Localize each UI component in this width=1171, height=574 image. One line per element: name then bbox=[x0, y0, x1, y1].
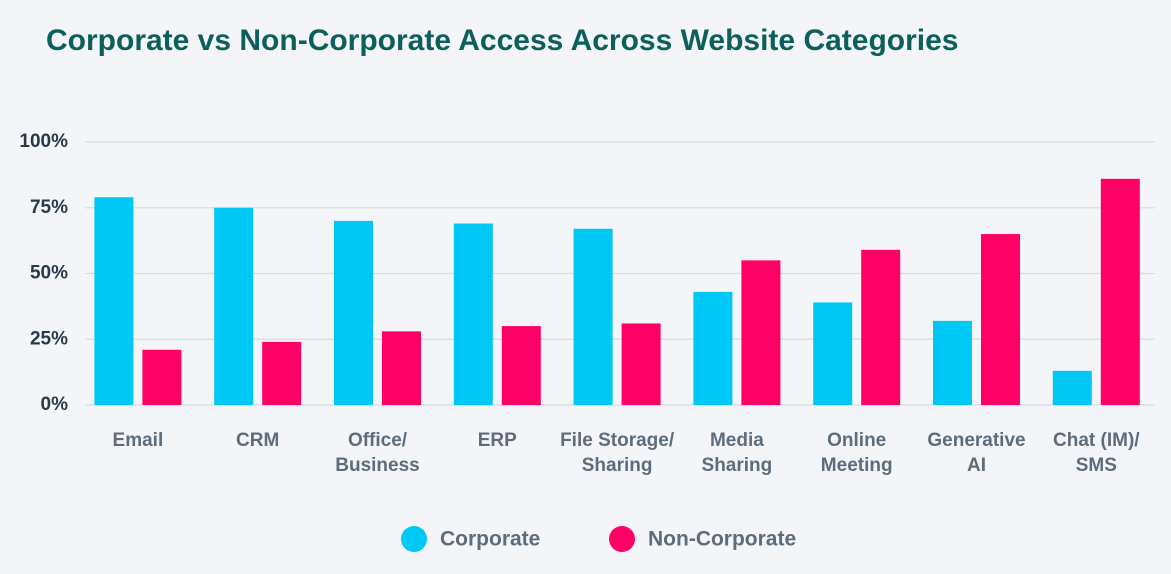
bar bbox=[861, 249, 901, 405]
legend-label: Corporate bbox=[440, 528, 540, 551]
x-tick-label: Email bbox=[112, 430, 164, 451]
bar bbox=[813, 302, 853, 405]
legend-marker bbox=[609, 526, 635, 552]
chart-title: Corporate vs Non-Corporate Access Across… bbox=[46, 24, 959, 57]
bar bbox=[94, 197, 134, 405]
y-tick-label: 50% bbox=[30, 263, 68, 284]
bar bbox=[382, 331, 421, 405]
bar bbox=[693, 291, 733, 405]
bar bbox=[501, 326, 541, 405]
legend-label: Non-Corporate bbox=[648, 528, 796, 551]
bar bbox=[453, 223, 493, 405]
bar bbox=[741, 260, 781, 405]
legend-marker bbox=[401, 526, 427, 552]
x-tick-label: Chat (IM)/ SMS bbox=[1053, 430, 1140, 476]
bar bbox=[142, 349, 182, 405]
y-tick-label: 100% bbox=[19, 131, 68, 152]
bar bbox=[262, 341, 302, 405]
bar bbox=[933, 320, 972, 405]
x-tick-label: File Storage/ Sharing bbox=[560, 430, 675, 476]
y-tick-label: 75% bbox=[30, 197, 68, 218]
y-tick-label: 25% bbox=[30, 328, 68, 349]
bar bbox=[334, 220, 373, 405]
bar bbox=[573, 228, 613, 405]
y-tick-label: 0% bbox=[41, 394, 69, 415]
x-tick-label: Generative AI bbox=[927, 430, 1026, 476]
x-tick-label: CRM bbox=[236, 430, 280, 451]
bar bbox=[1100, 178, 1140, 405]
x-tick-label: Online Meeting bbox=[820, 430, 893, 476]
x-tick-label: Media Sharing bbox=[701, 430, 773, 476]
bar bbox=[621, 323, 661, 405]
bar bbox=[981, 234, 1020, 405]
x-tick-label: Office/ Business bbox=[335, 430, 420, 476]
bar bbox=[1052, 370, 1092, 405]
bar bbox=[214, 207, 254, 405]
x-tick-label: ERP bbox=[477, 430, 517, 451]
